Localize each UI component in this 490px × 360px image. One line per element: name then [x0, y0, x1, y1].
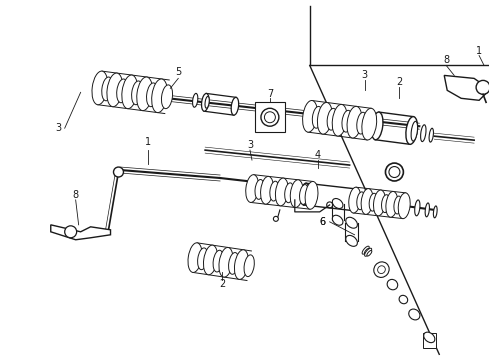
Ellipse shape [378, 266, 385, 274]
Ellipse shape [342, 110, 352, 132]
Text: 8: 8 [443, 55, 449, 66]
Ellipse shape [137, 77, 152, 111]
Text: 3: 3 [362, 71, 368, 80]
Ellipse shape [107, 73, 122, 107]
Ellipse shape [386, 163, 403, 181]
Ellipse shape [197, 248, 208, 270]
Ellipse shape [382, 195, 390, 212]
Ellipse shape [361, 189, 373, 215]
Ellipse shape [152, 79, 168, 113]
Ellipse shape [231, 97, 239, 115]
Text: 5: 5 [175, 67, 181, 77]
Ellipse shape [357, 112, 367, 134]
Ellipse shape [122, 75, 138, 109]
Ellipse shape [117, 79, 128, 103]
Ellipse shape [350, 189, 359, 211]
Ellipse shape [362, 108, 377, 140]
Ellipse shape [357, 192, 365, 210]
Ellipse shape [228, 253, 239, 274]
Ellipse shape [346, 217, 357, 228]
Ellipse shape [365, 248, 369, 254]
Ellipse shape [193, 93, 198, 107]
Ellipse shape [411, 121, 417, 141]
Ellipse shape [367, 251, 372, 256]
Ellipse shape [188, 243, 202, 273]
Ellipse shape [389, 167, 400, 177]
Polygon shape [444, 75, 487, 100]
Text: 4: 4 [315, 150, 321, 160]
Ellipse shape [255, 180, 264, 199]
Ellipse shape [219, 247, 233, 277]
Ellipse shape [305, 181, 318, 209]
Ellipse shape [290, 180, 303, 207]
Bar [255, 102, 285, 132]
Ellipse shape [365, 248, 372, 256]
Ellipse shape [425, 203, 429, 217]
Text: 6: 6 [319, 217, 326, 227]
Ellipse shape [201, 94, 209, 111]
Ellipse shape [312, 107, 322, 128]
Ellipse shape [420, 125, 426, 141]
Ellipse shape [300, 183, 310, 205]
Ellipse shape [332, 198, 343, 208]
Ellipse shape [132, 81, 143, 105]
Polygon shape [423, 333, 436, 348]
Ellipse shape [275, 178, 288, 206]
Ellipse shape [398, 193, 410, 219]
Ellipse shape [374, 262, 389, 278]
Text: 7: 7 [267, 89, 273, 99]
Ellipse shape [234, 250, 248, 279]
Ellipse shape [346, 235, 357, 246]
Ellipse shape [285, 183, 294, 203]
Ellipse shape [261, 108, 279, 126]
Text: 6: 6 [319, 217, 326, 227]
Ellipse shape [114, 167, 123, 177]
Ellipse shape [371, 112, 383, 140]
Ellipse shape [147, 83, 158, 107]
Ellipse shape [327, 108, 337, 130]
Ellipse shape [386, 192, 398, 217]
Ellipse shape [373, 190, 386, 216]
Ellipse shape [261, 176, 273, 204]
Text: 2: 2 [396, 77, 402, 87]
Ellipse shape [92, 71, 108, 105]
Ellipse shape [429, 128, 434, 142]
Ellipse shape [387, 279, 398, 290]
Ellipse shape [406, 117, 417, 144]
Ellipse shape [213, 250, 223, 272]
Ellipse shape [347, 106, 362, 138]
Ellipse shape [369, 193, 377, 211]
Text: 1: 1 [146, 137, 151, 147]
Ellipse shape [203, 245, 218, 275]
Text: 8: 8 [73, 190, 79, 200]
Circle shape [476, 80, 490, 94]
Ellipse shape [433, 206, 437, 218]
Text: 1: 1 [476, 45, 482, 55]
Text: 3: 3 [56, 123, 62, 133]
Text: 3: 3 [247, 140, 253, 150]
Ellipse shape [332, 104, 347, 136]
Ellipse shape [424, 332, 435, 343]
Text: 2: 2 [219, 279, 225, 289]
Ellipse shape [362, 246, 369, 254]
Ellipse shape [332, 215, 343, 225]
Ellipse shape [245, 175, 259, 202]
Ellipse shape [205, 96, 209, 108]
Ellipse shape [415, 200, 420, 216]
Ellipse shape [299, 185, 309, 204]
Ellipse shape [394, 196, 402, 214]
Ellipse shape [102, 77, 113, 101]
Ellipse shape [399, 295, 408, 304]
Ellipse shape [303, 100, 318, 132]
Ellipse shape [318, 103, 332, 134]
Ellipse shape [244, 255, 254, 276]
Polygon shape [51, 225, 111, 240]
Ellipse shape [409, 309, 420, 320]
Ellipse shape [270, 181, 279, 201]
Circle shape [65, 226, 76, 238]
Ellipse shape [349, 187, 361, 213]
Ellipse shape [265, 112, 275, 123]
Ellipse shape [161, 85, 172, 109]
